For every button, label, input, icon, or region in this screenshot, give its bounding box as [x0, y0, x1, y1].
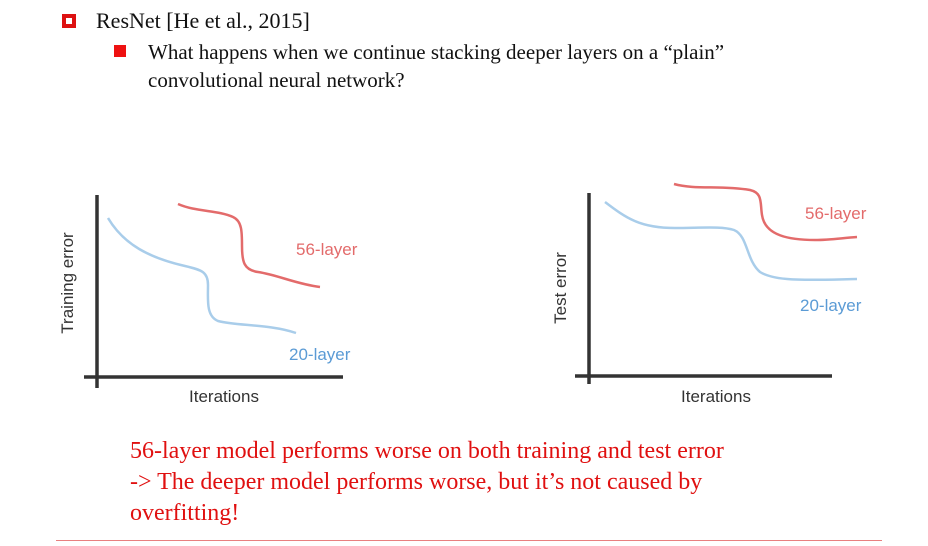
- test-chart: 56-layer 20-layer Iterations Test error: [551, 182, 867, 406]
- question-text: What happens when we continue stacking d…: [148, 40, 725, 92]
- bottom-divider: [56, 540, 882, 541]
- conclusion-line-1: 56-layer model performs worse on both tr…: [130, 438, 724, 464]
- title-text: ResNet [He et al., 2015]: [96, 8, 310, 33]
- conclusion-line-2: -> The deeper model performs worse, but …: [130, 469, 703, 495]
- test-20-layer-curve: [604, 201, 858, 282]
- question-bullet: What happens when we continue stacking d…: [114, 38, 834, 94]
- training-y-axis-label: Training error: [58, 232, 77, 334]
- training-20-layer-curve: [106, 217, 297, 335]
- hollow-square-bullet-icon: [62, 14, 76, 28]
- test-x-axis-label: Iterations: [681, 387, 751, 406]
- training-56-layer-label: 56-layer: [296, 240, 358, 259]
- filled-square-bullet-icon: [114, 45, 126, 57]
- test-y-axis-label: Test error: [551, 252, 570, 324]
- conclusion-line-3: overfitting!: [130, 500, 240, 526]
- conclusion-text: 56-layer model performs worse on both tr…: [130, 436, 850, 529]
- training-56-layer-curve: [177, 202, 321, 289]
- training-20-layer-label: 20-layer: [289, 345, 351, 364]
- training-chart: 56-layer 20-layer Iterations Training er…: [58, 195, 358, 406]
- training-x-axis-label: Iterations: [189, 387, 259, 406]
- test-56-layer-curve: [673, 182, 858, 242]
- test-20-layer-label: 20-layer: [800, 296, 862, 315]
- slide-title: ResNet [He et al., 2015]: [62, 8, 310, 34]
- test-56-layer-label: 56-layer: [805, 204, 867, 223]
